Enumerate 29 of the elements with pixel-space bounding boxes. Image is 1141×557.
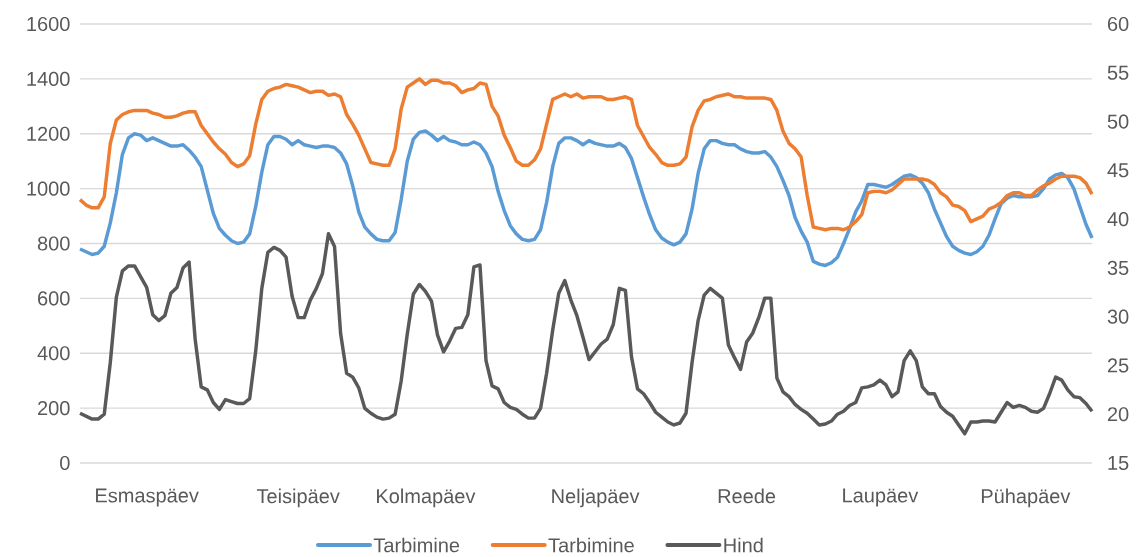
y2-tick-label: 55 [1107, 65, 1129, 80]
y-tick-label: 200 [38, 401, 70, 416]
x-tick-label: Teisipäev [256, 488, 340, 508]
y2-tick-label: 45 [1107, 163, 1129, 178]
y2-tick-label: 15 [1108, 456, 1129, 470]
y2-tick-label: 25 [1107, 358, 1129, 373]
y-tick-label: 800 [37, 236, 70, 251]
y2-tick-label: 60 [1107, 16, 1129, 32]
y-tick-label: 1600 [27, 16, 70, 32]
x-tick-label: Pühapäev [981, 488, 1071, 508]
y-tick-label: 600 [38, 291, 70, 306]
y-tick-label: 400 [37, 346, 70, 361]
y2-tick-label: 40 [1107, 212, 1129, 227]
x-tick-label: Neljapäev [552, 488, 640, 508]
y-tick-label: 1000 [27, 181, 70, 196]
y2-tick-label: 30 [1107, 309, 1129, 324]
x-tick-label: Laupäev [843, 488, 919, 507]
legend-label: Tarbimine [548, 537, 634, 553]
y2-tick-label: 50 [1107, 114, 1129, 129]
y2-tick-label: 20 [1107, 407, 1129, 422]
y-tick-label: 1400 [27, 71, 70, 86]
x-tick-label: Reede [718, 488, 776, 504]
legend-label: Tarbimine [373, 537, 460, 553]
y2-tick-label: 35 [1107, 260, 1129, 275]
x-tick-label: Kolmapäev [377, 488, 476, 508]
y-tick-label: 1200 [27, 126, 70, 141]
x-tick-label: Esmaspäev [96, 488, 199, 507]
y-tick-label: 0 [60, 455, 70, 471]
legend-label: Hind [724, 537, 763, 553]
